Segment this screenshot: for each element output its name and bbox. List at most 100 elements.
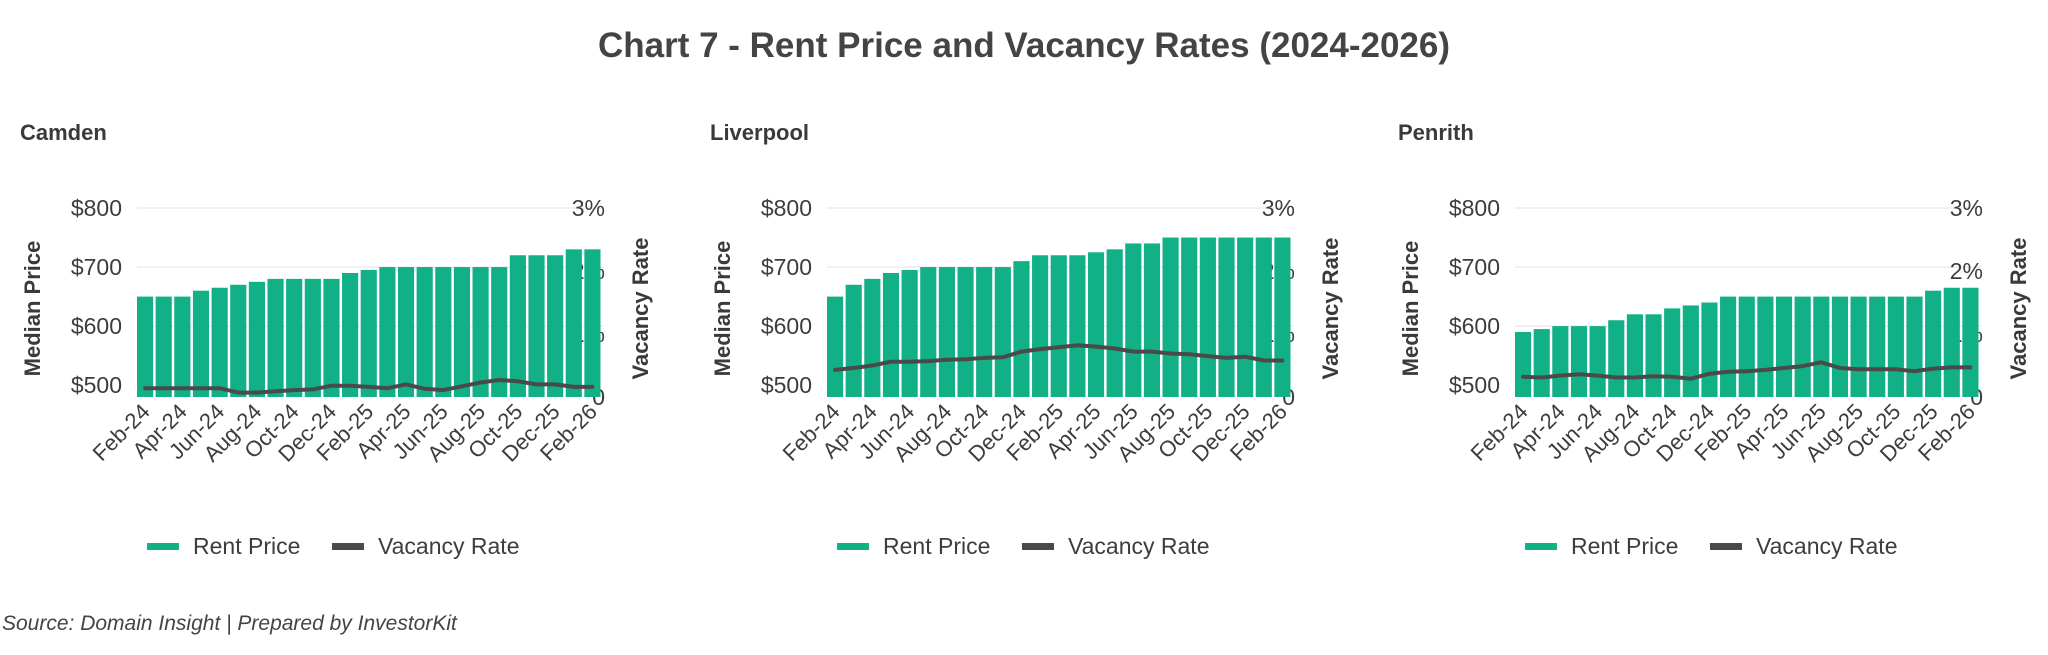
y-tick-label: $600 [71,313,122,339]
rent-bar [397,267,415,397]
rent-bar [304,278,321,397]
rent-bar [1255,237,1272,397]
legend-rent-swatch [147,543,179,550]
y-axis-title: Median Price [20,241,45,377]
rent-bar [1813,296,1830,397]
rent-bar [1087,252,1105,397]
rent-bar [1069,255,1086,397]
y-tick-label: $600 [761,313,812,339]
rent-bar [509,255,526,397]
y-tick-label: $800 [761,195,812,221]
rent-bar [435,267,452,397]
rent-bar [472,267,489,397]
rent-bar [1570,326,1588,397]
rent-bar [957,267,974,397]
source-note: Source: Domain Insight | Prepared by Inv… [2,612,457,635]
rent-bar [1906,296,1923,397]
rent-bar [976,267,993,397]
rent-bar [845,284,862,397]
rent-bar [1850,296,1867,397]
vacancy-line [1521,360,1973,381]
rent-bar [1181,237,1198,397]
rent-bar [1125,243,1142,397]
rent-bar [1962,287,1979,397]
rent-bar [1757,296,1774,397]
rent-bar [1943,287,1960,397]
rent-bar [1552,326,1569,397]
legend-vacancy-label: Vacancy Rate [1756,533,1897,559]
legend-rent-swatch [1525,543,1557,550]
rent-bar [565,249,582,397]
rent-bar [901,270,918,397]
rent-bar [416,267,433,397]
y2-tick-label: 3% [1262,195,1295,221]
rent-bar [1032,255,1049,397]
rent-bar [1925,290,1942,397]
rent-bar [827,296,844,397]
rent-bar [1533,329,1550,397]
rent-bar [528,255,545,397]
rent-bar [379,267,396,397]
legend-vacancy-label: Vacancy Rate [378,533,519,559]
rent-bar [882,272,900,397]
rent-bar [1775,296,1793,397]
rent-bar [547,255,564,397]
rent-bar [1274,237,1291,397]
rent-bar [1682,305,1699,397]
vacancy-line [833,343,1285,372]
rent-bar [1106,249,1123,397]
rent-bar [323,278,340,397]
rent-bar [342,272,359,397]
rent-bar [1237,237,1254,397]
rent-bar [1701,302,1718,397]
rent-bar [864,278,881,397]
rent-bar [1050,255,1067,397]
rent-bar [1143,243,1161,397]
vacancy-line [143,378,595,395]
y-axis-title: Median Price [710,241,735,377]
chart-camden: $500$600$700$80001%2%3%Median PriceVacan… [20,195,653,559]
legend-rent-label: Rent Price [1571,533,1678,559]
legend-vacancy-swatch [1710,543,1742,550]
rent-bar [1162,237,1179,397]
legend-vacancy-swatch [332,543,364,550]
rent-bar [994,267,1011,397]
chart-penrith: $500$600$700$80001%2%3%Median PriceVacan… [1398,195,2031,559]
rent-bar [267,278,284,397]
rent-bar [1794,296,1811,397]
rent-bar [230,284,247,397]
y-tick-label: $500 [71,372,122,398]
rent-bar [155,296,172,397]
rent-bar [1589,326,1606,397]
rent-bar [1218,237,1235,397]
rent-bar [1664,308,1681,397]
rent-bar [1515,332,1532,397]
rent-bar [248,281,265,397]
rent-bar [360,270,377,397]
rent-bar [1013,261,1030,397]
rent-bar [211,287,228,397]
rent-bar [1626,314,1643,397]
rent-bar [584,249,601,397]
rent-bar [491,267,508,397]
chart-panel-camden: Camden $500$600$700$80001%2%3%Median Pri… [0,110,680,580]
panel-title: Camden [20,120,107,145]
y-tick-label: $800 [1449,195,1500,221]
rent-bar [192,290,210,397]
y2-axis-title: Vacancy Rate [1318,238,1343,380]
rent-bar [1869,296,1886,397]
y-tick-label: $500 [761,372,812,398]
y2-axis-title: Vacancy Rate [628,238,653,380]
chart-title: Chart 7 - Rent Price and Vacancy Rates (… [597,26,1451,65]
y2-tick-label: 2% [1950,258,1983,284]
legend-rent-swatch [837,543,869,550]
rent-bar [938,267,955,397]
panel-title: Penrith [1398,120,1474,145]
rent-bar [286,278,303,397]
panel-title: Liverpool [710,120,810,145]
y2-tick-label: 3% [1950,195,1983,221]
rent-bar [1831,296,1849,397]
legend-rent-label: Rent Price [883,533,990,559]
y2-axis-title: Vacancy Rate [2006,238,2031,380]
y-axis-title: Median Price [1398,241,1423,377]
